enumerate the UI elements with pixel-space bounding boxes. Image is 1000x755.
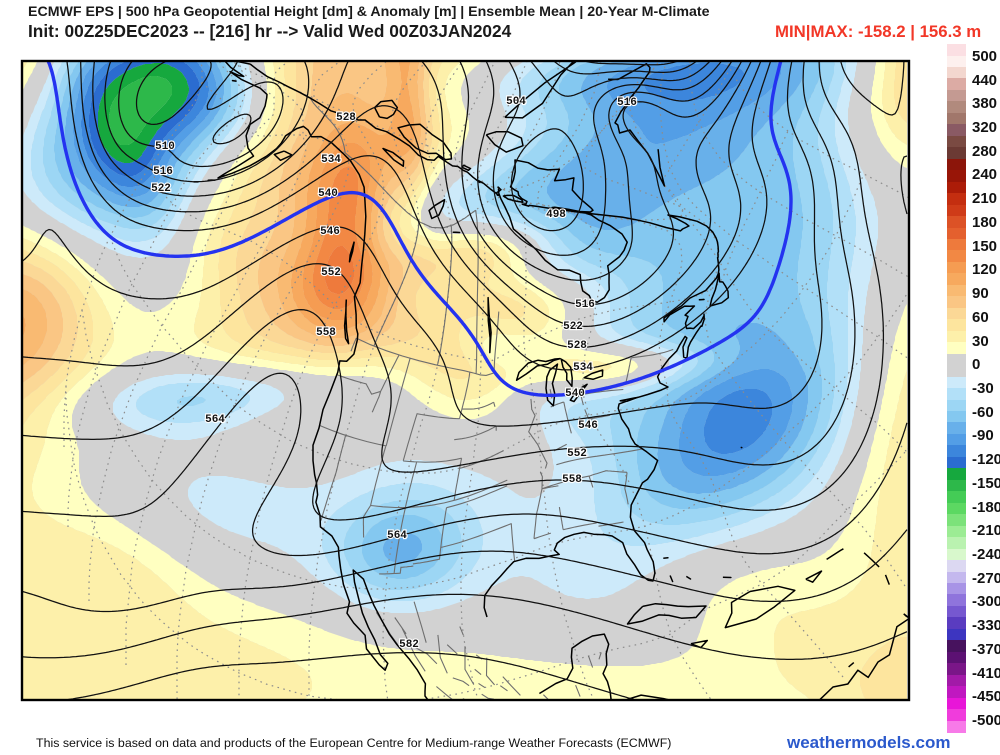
svg-text:546: 546 bbox=[578, 420, 598, 432]
svg-text:558: 558 bbox=[562, 474, 582, 486]
svg-text:564: 564 bbox=[205, 414, 225, 426]
svg-text:522: 522 bbox=[151, 183, 171, 195]
svg-text:528: 528 bbox=[567, 340, 587, 352]
svg-text:540: 540 bbox=[318, 188, 338, 200]
svg-text:510: 510 bbox=[155, 141, 175, 153]
svg-text:564: 564 bbox=[387, 530, 407, 542]
svg-text:516: 516 bbox=[575, 299, 595, 311]
svg-text:558: 558 bbox=[316, 327, 336, 339]
svg-text:528: 528 bbox=[336, 112, 356, 124]
svg-text:534: 534 bbox=[573, 362, 593, 374]
svg-text:516: 516 bbox=[617, 97, 637, 109]
svg-text:540: 540 bbox=[565, 388, 585, 400]
svg-text:582: 582 bbox=[399, 639, 419, 651]
svg-text:552: 552 bbox=[567, 448, 587, 460]
svg-text:534: 534 bbox=[321, 154, 341, 166]
svg-text:546: 546 bbox=[320, 226, 340, 238]
svg-text:552: 552 bbox=[321, 267, 341, 279]
svg-text:522: 522 bbox=[563, 321, 583, 333]
svg-text:516: 516 bbox=[153, 166, 173, 178]
svg-text:504: 504 bbox=[506, 96, 526, 108]
svg-text:498: 498 bbox=[546, 209, 566, 221]
